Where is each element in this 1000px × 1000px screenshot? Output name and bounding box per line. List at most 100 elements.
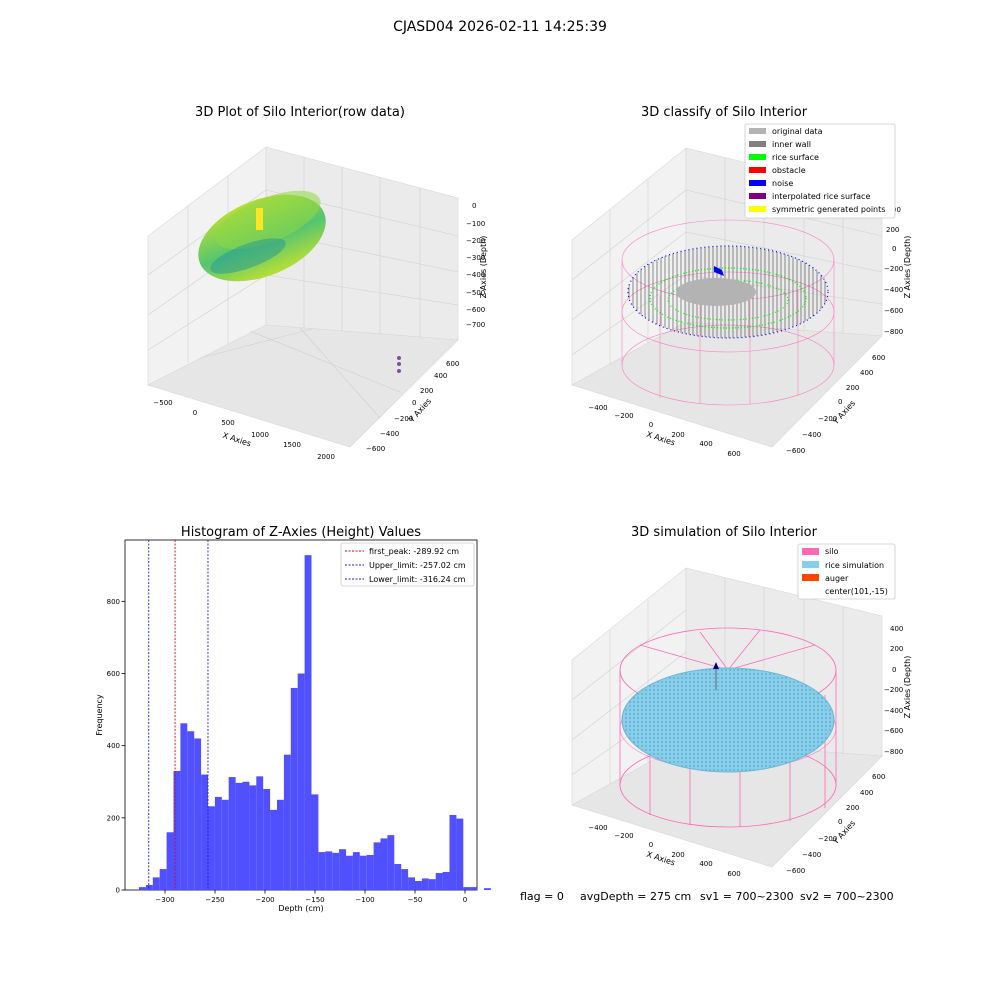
hist-bar [235,782,243,890]
hist-xtick-label: −100 [355,896,374,904]
legend-label-center: center(101,-15) [825,587,888,596]
raw-title: 3D Plot of Silo Interior(row data) [195,105,405,120]
hist-bar [401,869,409,890]
legend-label-first-peak: first_peak: -289.92 cm [369,547,459,556]
simulation-xtick: 0 [649,841,653,849]
classify-ztick: 0 [892,245,896,253]
hist-ytick-label: 200 [107,814,120,822]
hist-bar [214,796,222,890]
status-avg-depth: avgDepth = 275 cm [580,890,691,903]
hist-bar [332,852,340,890]
hist-bar [173,770,181,890]
raw-zlabel: Z Axies (Depth) [479,236,488,299]
raw-ztick: −100 [466,220,485,228]
hist-bar [387,835,395,890]
status-sv2: sv2 = 700~2300 [800,890,894,903]
hist-bar [442,871,450,890]
hist-xtick-label: −50 [408,896,423,904]
raw-ztick: −500 [466,289,485,297]
simulation-ytick: 0 [838,818,842,826]
hist-yticks: 0 200 400 600 800 [107,598,125,895]
classify-ztick: −200 [884,265,903,273]
legend-label-auger: auger [825,574,849,583]
auger-marker [713,662,719,669]
classify-legend: original data inner wall rice surface ob… [744,123,896,219]
raw-ytick: −600 [366,445,385,453]
legend-swatch-noise [749,180,766,186]
simulation-xtick: 600 [727,870,740,878]
hist-bar [408,877,415,890]
hist-bar [428,879,436,890]
legend-label-symmetric: symmetric generated points [772,205,885,214]
simulation-title: 3D simulation of Silo Interior [631,525,818,540]
simulation-ztick: 200 [890,645,903,653]
hist-bar [208,806,215,890]
panel-histogram: Histogram of Z-Axies (Height) Values −30… [95,525,491,913]
status-flag: flag = 0 [520,890,564,903]
raw-ztick: −300 [466,254,485,262]
hist-ylabel: Frequency [95,694,104,736]
classify-ytick: −200 [818,415,837,423]
legend-swatch-rice-surface [749,154,766,160]
hist-xtick-label: 0 [463,896,467,904]
hist-bar [139,887,146,890]
hist-bar [152,877,160,890]
hist-bar [242,781,250,890]
simulation-ztick: −600 [884,727,903,735]
classify-ytick: 200 [846,384,859,392]
hist-bar [394,864,402,890]
hist-bar [249,785,257,890]
simulation-legend-frame [797,543,896,600]
simulation-xtick: −200 [614,832,633,840]
hist-bar [145,884,153,890]
raw-xtick: 500 [221,419,234,427]
hist-bar [256,776,264,890]
hist-xtick-label: −300 [155,896,174,904]
raw-tick-labels: −500 0 500 1000 1500 2000 −600 −400 −200… [153,202,485,461]
hist-bar [180,723,188,890]
simulation-zlabel: Z Axies (Depth) [903,656,912,719]
classify-ztick: 200 [886,226,899,234]
hist-xlabel: Depth (cm) [278,904,323,913]
classify-ztick-partial: 00 [892,206,901,214]
simulation-ztick: −400 [884,707,903,715]
legend-label-inner-wall: inner wall [772,140,811,149]
panel-classify-3d: 3D classify of Silo Interior −400 [571,105,912,458]
legend-label-rice-simulation: rice simulation [825,561,884,570]
hist-xticks: −300 −250 −200 −150 −100 −50 0 [155,890,467,904]
raw-ytick: −400 [380,430,399,438]
raw-ytick: 200 [420,387,433,395]
hist-bar [366,855,374,890]
hist-bar [373,842,381,890]
hist-bar [415,880,422,890]
classify-legend-frame [744,123,896,219]
raw-ztick: −200 [466,237,485,245]
raw-ytick: −200 [394,415,413,423]
simulation-ztick: 400 [890,625,903,633]
hist-bar [318,852,326,890]
raw-ztick: 0 [472,202,476,210]
classify-ytick: −600 [786,447,805,455]
legend-label-rice-surface: rice surface [772,153,819,162]
hist-bar [194,738,202,890]
legend-label-original-data: original data [772,127,823,136]
simulation-ytick: 600 [872,773,885,781]
hist-bar [380,838,388,890]
hist-ytick-label: 800 [107,598,120,606]
hist-bar [421,878,429,890]
hist-ytick-label: 600 [107,670,120,678]
hist-bar [339,849,346,890]
classify-ytick: 400 [860,369,873,377]
classify-ytick: 600 [872,354,885,362]
hist-xtick-label: −150 [305,896,324,904]
simulation-xtick: 200 [671,851,684,859]
legend-swatch-symmetric [749,206,766,212]
raw-xtick: 0 [193,409,197,417]
legend-label-lower-limit: Lower_limit: -316.24 cm [369,575,466,584]
classify-tick-labels: −400 −200 0 200 400 600 −600 −400 −200 0… [588,206,903,458]
hist-marks [139,555,491,890]
legend-label-silo: silo [825,547,839,556]
hist-title: Histogram of Z-Axies (Height) Values [181,525,421,540]
classify-ztick: −400 [884,286,903,294]
simulation-ylabel: Y Axies [830,819,857,847]
